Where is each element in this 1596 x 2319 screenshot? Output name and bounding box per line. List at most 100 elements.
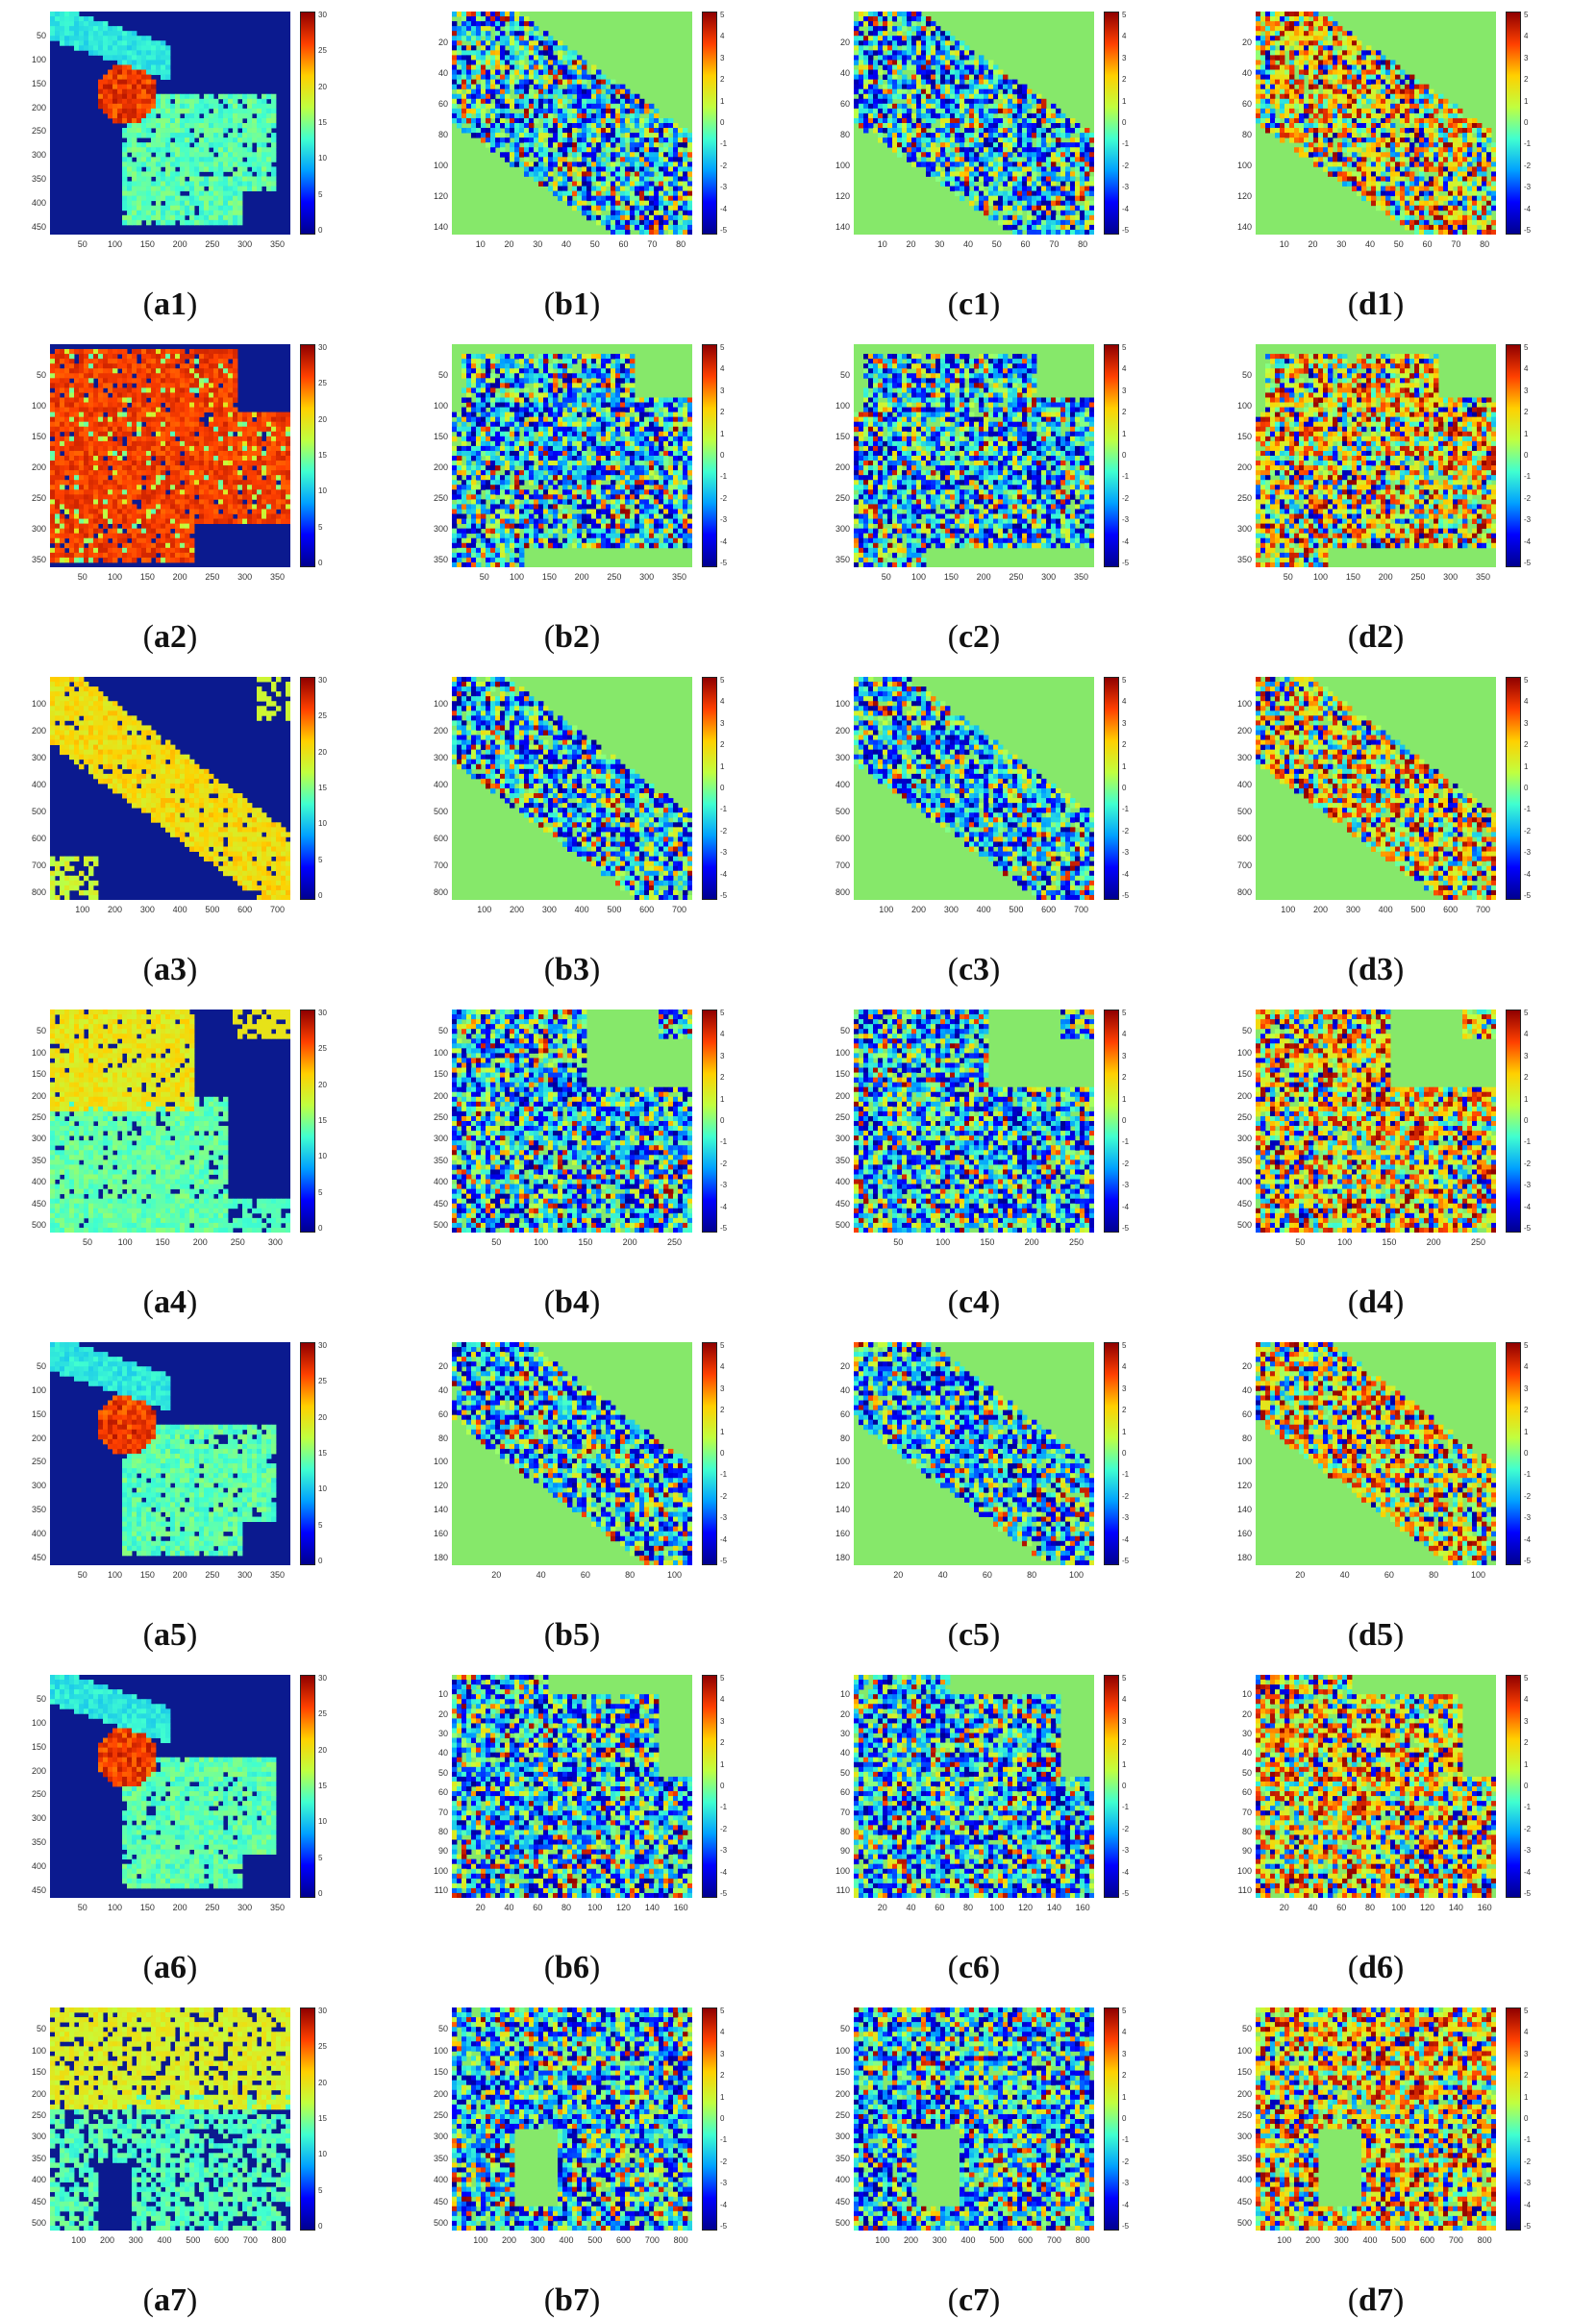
colorbar-tick-label: 1 bbox=[1122, 431, 1126, 438]
y-tick-label: 350 bbox=[19, 1157, 46, 1165]
colorbar-tick-label: 3 bbox=[1524, 55, 1528, 62]
y-tick-label: 450 bbox=[19, 2198, 46, 2207]
x-tick-label: 200 bbox=[503, 906, 532, 914]
x-tick-label: 300 bbox=[1436, 573, 1465, 582]
y-tick-label: 10 bbox=[823, 1690, 850, 1699]
heatmap-image-d6 bbox=[1256, 1675, 1496, 1898]
y-tick-label: 150 bbox=[421, 1070, 448, 1079]
colorbar-tick-label: 2 bbox=[1122, 409, 1126, 416]
colorbar-tick-label: 3 bbox=[720, 1718, 724, 1726]
caption-open-paren: ( bbox=[1348, 1617, 1359, 1653]
heatmap-image-a6 bbox=[50, 1675, 290, 1898]
caption-label: d7 bbox=[1359, 2282, 1393, 2318]
colorbar-tick-label: 5 bbox=[1122, 677, 1126, 685]
x-tick-label: 200 bbox=[615, 1238, 644, 1247]
caption-close-paren: ) bbox=[589, 1617, 600, 1653]
y-tick-label: 700 bbox=[823, 861, 850, 870]
heatmap-svg bbox=[50, 1342, 290, 1565]
colorbar bbox=[1104, 1675, 1119, 1898]
y-tick-label: 60 bbox=[823, 1788, 850, 1797]
x-tick-label: 700 bbox=[637, 2236, 666, 2245]
x-tick-label: 50 bbox=[68, 1904, 97, 1912]
colorbar-tick-label: 15 bbox=[318, 785, 327, 792]
colorbar-tick-label: 30 bbox=[318, 677, 327, 685]
x-tick-label: 120 bbox=[1413, 1904, 1442, 1912]
y-tick-label: 120 bbox=[823, 192, 850, 201]
caption-label: a7 bbox=[154, 2282, 187, 2318]
x-tick-label: 700 bbox=[262, 906, 291, 914]
colorbar bbox=[1104, 677, 1119, 900]
y-tick-label: 60 bbox=[421, 1788, 448, 1797]
colorbar-tick-label: 4 bbox=[1122, 1363, 1126, 1371]
colorbar-tick-label: -3 bbox=[1122, 1182, 1129, 1189]
colorbar-tick-label: 10 bbox=[318, 1485, 327, 1493]
caption-open-paren: ( bbox=[948, 1617, 959, 1653]
y-tick-label: 40 bbox=[421, 1386, 448, 1395]
x-tick-label: 150 bbox=[1338, 573, 1367, 582]
y-tick-label: 60 bbox=[823, 100, 850, 109]
y-tick-label: 350 bbox=[19, 1838, 46, 1847]
panel-caption: (a4) bbox=[74, 1284, 266, 1321]
y-tick-label: 300 bbox=[19, 525, 46, 534]
y-tick-label: 200 bbox=[19, 104, 46, 112]
colorbar bbox=[702, 344, 717, 567]
y-tick-label: 110 bbox=[823, 1886, 850, 1895]
panel-caption: (b5) bbox=[476, 1617, 668, 1654]
y-tick-label: 40 bbox=[1225, 1386, 1252, 1395]
y-tick-label: 180 bbox=[1225, 1554, 1252, 1562]
colorbar-tick-label: 2 bbox=[720, 409, 724, 416]
x-tick-label: 250 bbox=[1002, 573, 1031, 582]
y-tick-label: 600 bbox=[19, 835, 46, 843]
y-tick-label: 150 bbox=[19, 80, 46, 88]
colorbar-tick-label: 3 bbox=[720, 387, 724, 395]
colorbar-tick-label: 15 bbox=[318, 1783, 327, 1790]
x-tick-label: 300 bbox=[261, 1238, 289, 1247]
y-tick-label: 120 bbox=[823, 1482, 850, 1490]
y-tick-label: 450 bbox=[823, 2198, 850, 2207]
x-tick-label: 100 bbox=[1061, 1571, 1090, 1580]
colorbar-tick-label: 5 bbox=[1122, 1010, 1126, 1017]
colorbar-tick-label: 2 bbox=[1524, 1407, 1528, 1414]
colorbar-tick-label: -1 bbox=[720, 1138, 727, 1146]
x-tick-label: 50 bbox=[983, 240, 1011, 249]
x-tick-label: 200 bbox=[1299, 2236, 1328, 2245]
x-tick-label: 40 bbox=[495, 1904, 524, 1912]
colorbar-tick-label: 2 bbox=[1524, 76, 1528, 84]
colorbar-tick-label: -1 bbox=[1524, 1471, 1531, 1479]
y-tick-label: 200 bbox=[823, 727, 850, 736]
caption-open-paren: ( bbox=[143, 2282, 154, 2318]
colorbar-tick-label: -4 bbox=[1122, 1204, 1129, 1211]
colorbar-tick-label: 15 bbox=[318, 2115, 327, 2123]
colorbar-tick-label: 30 bbox=[318, 1675, 327, 1683]
x-tick-label: 80 bbox=[1419, 1571, 1448, 1580]
colorbar-tick-label: 3 bbox=[1524, 1053, 1528, 1060]
y-tick-label: 160 bbox=[421, 1530, 448, 1538]
y-tick-label: 500 bbox=[1225, 2219, 1252, 2228]
x-tick-label: 160 bbox=[1068, 1904, 1097, 1912]
y-tick-label: 100 bbox=[19, 2047, 46, 2056]
colorbar-tick-label: -3 bbox=[1524, 849, 1531, 857]
heatmap-image-a1 bbox=[50, 12, 290, 235]
colorbar-tick-label: -4 bbox=[1524, 871, 1531, 879]
colorbar-tick-label: 3 bbox=[720, 55, 724, 62]
heatmap-svg bbox=[50, 344, 290, 567]
colorbar bbox=[702, 2007, 717, 2231]
colorbar-tick-label: -3 bbox=[1524, 2180, 1531, 2187]
colorbar-tick-label: -3 bbox=[1524, 1182, 1531, 1189]
heatmap-image-d1 bbox=[1256, 12, 1496, 235]
y-tick-label: 150 bbox=[19, 433, 46, 441]
panel-caption: (b1) bbox=[476, 287, 668, 323]
caption-open-paren: ( bbox=[143, 1617, 154, 1653]
colorbar-tick-label: -5 bbox=[1524, 892, 1531, 900]
panel-caption: (d6) bbox=[1280, 1950, 1472, 1986]
colorbar-tick-label: -4 bbox=[720, 538, 727, 546]
caption-close-paren: ) bbox=[1393, 619, 1404, 655]
y-tick-label: 350 bbox=[823, 2155, 850, 2163]
colorbar bbox=[702, 677, 717, 900]
x-tick-label: 40 bbox=[929, 1571, 958, 1580]
colorbar-tick-label: 0 bbox=[1524, 1783, 1528, 1790]
colorbar-tick-label: -2 bbox=[720, 1493, 727, 1501]
heatmap-image-c6 bbox=[854, 1675, 1094, 1898]
caption-close-paren: ) bbox=[989, 287, 1000, 322]
colorbar-tick-label: 1 bbox=[1122, 1429, 1126, 1436]
